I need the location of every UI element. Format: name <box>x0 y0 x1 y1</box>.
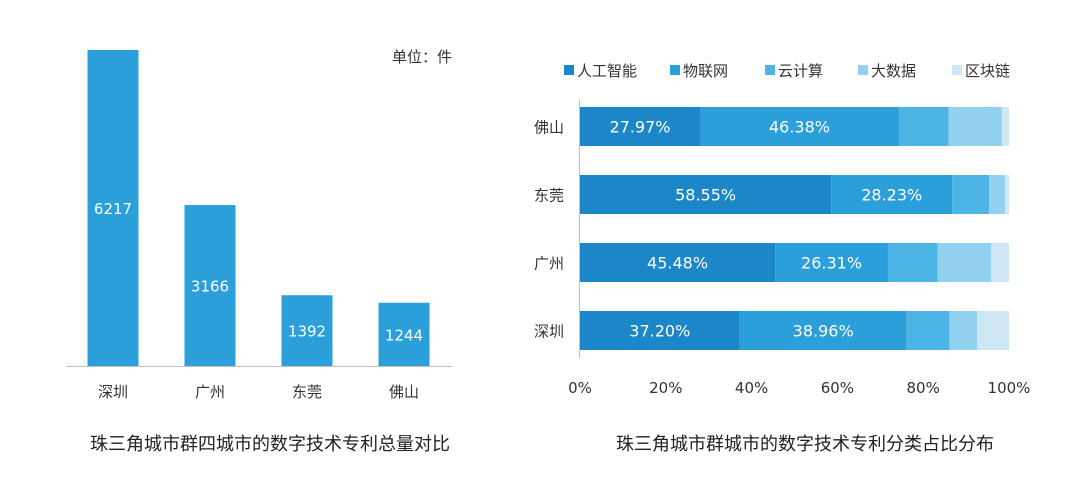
legend-swatch <box>765 65 775 75</box>
bar-segment <box>580 311 740 350</box>
bar-segment-label: 26.31% <box>801 254 862 273</box>
y-tick-label: 东莞 <box>534 187 564 205</box>
bar-4 <box>378 302 430 366</box>
legend-swatch <box>564 65 574 75</box>
bar-segment <box>580 175 832 214</box>
x-tick-label: 佛山 <box>389 383 419 401</box>
y-tick-label: 佛山 <box>534 119 564 137</box>
y-tick-label: 广州 <box>534 255 564 273</box>
bar-segment <box>1005 175 1009 214</box>
x-tick-label: 东莞 <box>292 383 322 401</box>
legend-label: 物联网 <box>683 62 728 80</box>
bar-1 <box>87 50 139 366</box>
bar-segment <box>739 311 907 350</box>
bar-segment <box>775 243 888 282</box>
bar-segment-label: 27.97% <box>609 118 670 137</box>
bar-value-label: 3166 <box>191 278 229 296</box>
bar-segment <box>831 175 953 214</box>
bar-value-label: 1392 <box>288 323 326 341</box>
bar-segment <box>948 107 1002 146</box>
legend-label: 大数据 <box>871 62 916 80</box>
bar-segment-label: 38.96% <box>793 322 854 341</box>
bar-segment <box>989 175 1006 214</box>
x-tick-label: 60% <box>821 379 854 397</box>
y-tick-label: 深圳 <box>534 323 564 341</box>
legend-item: 人工智能 <box>564 62 637 80</box>
bar-segment <box>952 175 990 214</box>
x-tick-label: 20% <box>649 379 682 397</box>
legend-label: 区块链 <box>965 62 1010 80</box>
legend-swatch <box>858 65 868 75</box>
bar-segment-label: 28.23% <box>861 186 922 205</box>
bar-segment <box>580 243 776 282</box>
legend-item: 区块链 <box>952 62 1010 80</box>
chart-title: 珠三角城市群四城市的数字技术专利总量对比 <box>90 434 450 455</box>
legend-label: 云计算 <box>778 62 823 80</box>
x-tick-label: 0% <box>568 379 592 397</box>
bar-segment <box>949 311 978 350</box>
bar-value-label: 1244 <box>385 326 423 344</box>
bar-segment <box>977 311 1009 350</box>
bar-segment-label: 45.48% <box>647 254 708 273</box>
legend-item: 物联网 <box>670 62 728 80</box>
chart-title: 珠三角城市群城市的数字技术专利分类占比分布 <box>616 434 994 455</box>
x-tick-label: 80% <box>907 379 940 397</box>
bar-2 <box>184 205 236 366</box>
legend-label: 人工智能 <box>577 62 637 80</box>
x-tick-label: 深圳 <box>98 383 128 401</box>
legend-item: 云计算 <box>765 62 823 80</box>
x-tick-label: 40% <box>735 379 768 397</box>
x-tick-label: 广州 <box>195 383 225 401</box>
legend-item: 大数据 <box>858 62 916 80</box>
bar-value-label: 6217 <box>94 200 132 218</box>
bar-segment <box>887 243 938 282</box>
bar-segment <box>906 311 950 350</box>
bar-segment <box>990 243 1009 282</box>
bar-segment <box>1001 107 1009 146</box>
bar-segment <box>580 107 700 146</box>
bar-segment-label: 46.38% <box>769 118 830 137</box>
stacked-bar-chart-share: 27.97% 46.38% 佛山 58.55% 28.23% 东莞 45.48% 26.31%… <box>534 62 1030 455</box>
bar-segment <box>699 107 899 146</box>
legend-swatch <box>952 65 962 75</box>
bar-segment <box>898 107 949 146</box>
bar-segment-label: 37.20% <box>629 322 690 341</box>
unit-label: 单位：件 <box>392 48 452 66</box>
bar-chart-total: 6217 深圳 3166 广州 1392 东莞 1244 佛山 单位：件珠三角城市群四城市的数字… <box>66 48 452 455</box>
bar-3 <box>281 295 333 366</box>
x-tick-label: 100% <box>988 379 1031 397</box>
bar-segment-label: 58.55% <box>675 186 736 205</box>
legend-swatch <box>670 65 680 75</box>
bar-segment <box>937 243 991 282</box>
